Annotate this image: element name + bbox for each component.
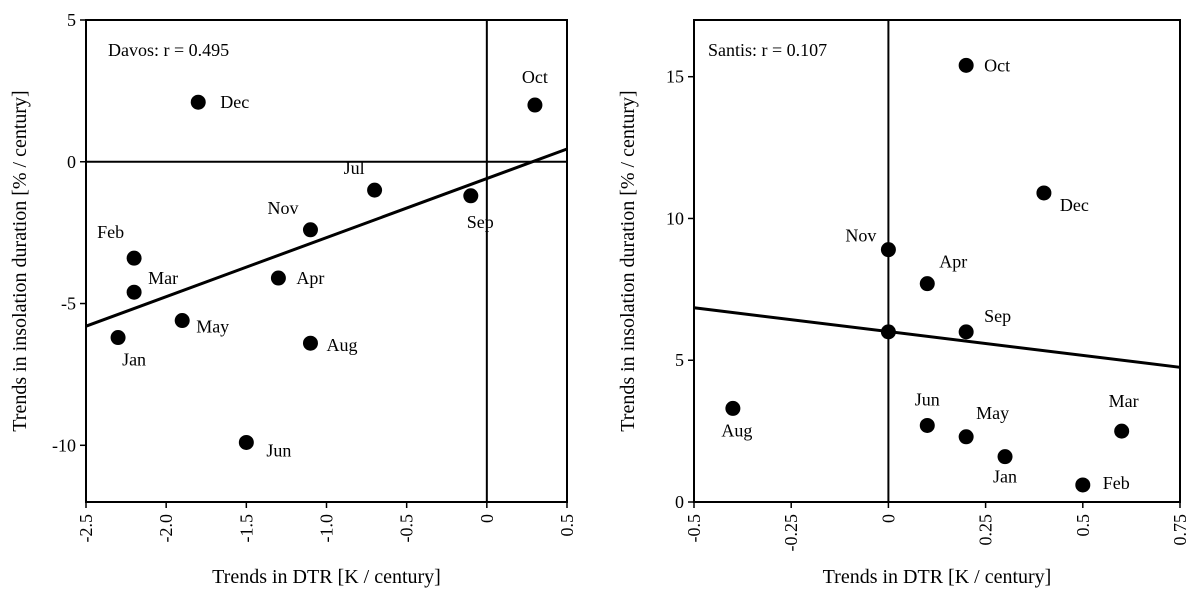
x-axis-label: Trends in DTR [K / century]	[823, 566, 1052, 588]
data-point	[367, 182, 383, 198]
data-point	[302, 222, 318, 238]
y-tick-label: 0	[675, 492, 684, 512]
data-point-label: Apr	[296, 268, 324, 288]
data-point	[880, 242, 896, 258]
chart-panel-2: 0 5 10 15 -0.5 -0.25 0 0.25 0.5 0.75 Trends in DTR…	[617, 19, 1190, 588]
x-tick-label: -0.25	[781, 514, 801, 552]
correlation-annotation: Santis: r = 0.107	[708, 40, 827, 60]
x-tick-label: 0.5	[557, 514, 577, 537]
y-tick-label: 10	[666, 208, 684, 228]
data-point-label: Feb	[97, 222, 124, 242]
x-tick-label: 0.25	[976, 514, 996, 546]
regression-line	[85, 147, 568, 328]
data-point-label: Sep	[467, 212, 494, 232]
data-point	[238, 434, 254, 450]
data-point	[880, 324, 896, 340]
y-tick-label: -5	[61, 294, 76, 314]
y-tick-label: 5	[675, 350, 684, 370]
data-point	[997, 449, 1013, 465]
data-point	[190, 94, 206, 110]
data-point	[1075, 477, 1091, 493]
regression-line	[693, 306, 1181, 369]
plot-frame	[693, 19, 1181, 503]
data-point	[126, 250, 142, 266]
x-tick-label: 0.75	[1170, 514, 1190, 546]
data-point	[1114, 423, 1130, 439]
data-point-label: Jul	[344, 158, 365, 178]
x-axis-label: Trends in DTR [K / century]	[212, 566, 441, 588]
x-tick-label: -0.5	[397, 514, 417, 543]
data-point-label: Sep	[984, 306, 1011, 326]
data-point	[302, 335, 318, 351]
x-tick-label: -2.0	[156, 514, 176, 543]
data-point	[958, 57, 974, 73]
data-point-label: Nov	[845, 226, 876, 246]
data-point	[725, 400, 741, 416]
data-point-label: Dec	[1060, 195, 1089, 215]
chart-panel-1: -10 -5 0 5 -2.5 -2.0 -1.5 -1.0 -0.5 0 0.5 Trends in…	[9, 10, 577, 588]
data-point-label: Jan	[122, 350, 146, 370]
y-tick-label: -10	[52, 435, 76, 455]
data-point-label: Jun	[915, 389, 940, 409]
data-point-label: Oct	[522, 67, 548, 87]
data-point	[958, 429, 974, 445]
x-tick-label: -1.5	[236, 514, 256, 543]
data-point-label: Oct	[984, 55, 1010, 75]
data-point	[126, 284, 142, 300]
data-point	[527, 97, 543, 113]
data-point	[463, 188, 479, 204]
data-point-label: Apr	[939, 252, 967, 272]
data-point-label: Dec	[220, 92, 249, 112]
data-point	[958, 324, 974, 340]
correlation-annotation: Davos: r = 0.495	[108, 40, 229, 60]
data-point-label: Feb	[1103, 473, 1130, 493]
data-point-label: May	[196, 317, 229, 337]
data-point-label: Nov	[267, 198, 298, 218]
x-tick-label: -1.0	[317, 514, 337, 543]
y-tick-label: 0	[67, 152, 76, 172]
data-point	[174, 313, 190, 329]
data-point-label: Mar	[148, 268, 178, 288]
data-point-label: Mar	[1109, 391, 1139, 411]
data-point	[110, 330, 126, 346]
y-tick-label: 15	[666, 67, 684, 87]
x-tick-label: -2.5	[76, 514, 96, 543]
data-point-label: May	[976, 403, 1009, 423]
data-point	[919, 417, 935, 433]
x-tick-label: 0.5	[1073, 514, 1093, 537]
data-point-label: Aug	[326, 335, 357, 355]
x-tick-label: 0	[477, 514, 497, 523]
data-point-label: Aug	[721, 420, 752, 440]
data-point	[270, 270, 286, 286]
y-axis-label: Trends in insolation duration [% / centu…	[9, 90, 31, 431]
data-point-label: Jan	[993, 467, 1017, 487]
plot-frame	[85, 19, 568, 503]
data-point-label: Jun	[266, 440, 291, 460]
y-axis-label: Trends in insolation duration [% / centu…	[617, 90, 639, 431]
x-tick-label: -0.5	[684, 514, 704, 543]
y-tick-label: 5	[67, 10, 76, 30]
x-tick-label: 0	[878, 514, 898, 523]
data-point	[919, 276, 935, 292]
data-point	[1036, 185, 1052, 201]
